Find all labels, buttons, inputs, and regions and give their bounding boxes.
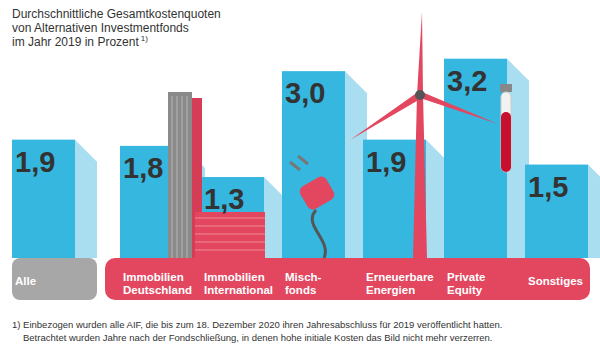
bar	[282, 71, 345, 258]
bar-side	[75, 140, 97, 258]
building-line	[195, 242, 265, 243]
skyscraper-line	[177, 96, 178, 258]
plug	[298, 174, 337, 212]
category-label: ImmobilienInternational	[204, 271, 273, 296]
category-label: ImmobilienDeutschland	[123, 271, 192, 296]
data-label: 1,3	[204, 183, 244, 215]
category-label-line: Immobilien	[123, 271, 184, 283]
category-label: ErneuerbareEnergien	[366, 271, 434, 296]
title-line: Durchschnittliche Gesamtkostenquoten	[12, 7, 221, 21]
data-label: 1,8	[123, 152, 163, 184]
turbine-blade	[420, 92, 498, 124]
category-label-line: International	[204, 284, 273, 296]
tube	[501, 92, 511, 172]
category-label-line: Equity	[447, 284, 483, 296]
category-band-all	[12, 258, 97, 300]
footnote-line: 1) Einbezogen wurden alle AIF, die bis z…	[12, 319, 502, 330]
turbine-hub	[415, 90, 425, 100]
category-label-line: Private	[447, 271, 485, 283]
data-label: 1,9	[366, 146, 406, 178]
category-label: Misch-fonds	[285, 271, 322, 296]
category-band	[105, 258, 590, 300]
category-label-line: Immobilien	[204, 271, 265, 283]
data-label: 3,2	[447, 65, 487, 97]
data-label: 1,5	[528, 171, 568, 203]
building-line	[195, 218, 265, 219]
tube-fill	[501, 112, 511, 172]
category-label-line: Energien	[366, 284, 415, 296]
title-note: 1)	[141, 34, 148, 43]
plug-pin	[298, 156, 308, 164]
category-label: Sonstiges	[528, 275, 583, 287]
bar	[525, 165, 588, 258]
title: Durchschnittliche Gesamtkostenquotenvon …	[12, 7, 221, 49]
building	[195, 212, 265, 258]
skyscraper-line	[182, 96, 183, 258]
data-label: 1,9	[15, 146, 55, 178]
title-line: von Alternativen Investmentfonds	[12, 21, 189, 35]
data-label: 3,0	[285, 77, 325, 109]
footnote: 1) Einbezogen wurden alle AIF, die bis z…	[12, 319, 502, 343]
skyscraper-line	[172, 96, 173, 258]
skyscraper-line	[187, 96, 188, 258]
category-label-line: Deutschland	[123, 284, 192, 296]
category-label-line: Alle	[15, 275, 36, 287]
bar	[444, 59, 507, 258]
building-line	[195, 250, 265, 251]
category-label: Alle	[15, 275, 36, 287]
turbine-blade	[417, 12, 423, 95]
turbine-tower	[413, 95, 427, 258]
tube-cap	[500, 84, 512, 92]
chart: Durchschnittliche Gesamtkostenquotenvon …	[0, 0, 600, 356]
category-label-line: Erneuerbare	[366, 271, 434, 283]
bar-side	[588, 165, 600, 258]
category-label-line: Sonstiges	[528, 275, 583, 287]
illustrations	[168, 12, 512, 258]
title-line: im Jahr 2019 in Prozent	[12, 35, 139, 49]
plug-pin	[290, 162, 300, 170]
category-label-line: Misch-	[285, 271, 322, 283]
bars	[12, 59, 600, 258]
category-label: PrivateEquity	[447, 271, 485, 296]
building-line	[195, 226, 265, 227]
skyscraper	[168, 92, 192, 258]
turbine-blade	[350, 92, 422, 140]
plug-cable	[312, 210, 325, 258]
building-line	[195, 234, 265, 235]
footnote-line: Betrachtet wurden Jahre nach der Fondsch…	[23, 332, 492, 343]
bar	[12, 140, 75, 258]
category-label-line: fonds	[285, 284, 316, 296]
